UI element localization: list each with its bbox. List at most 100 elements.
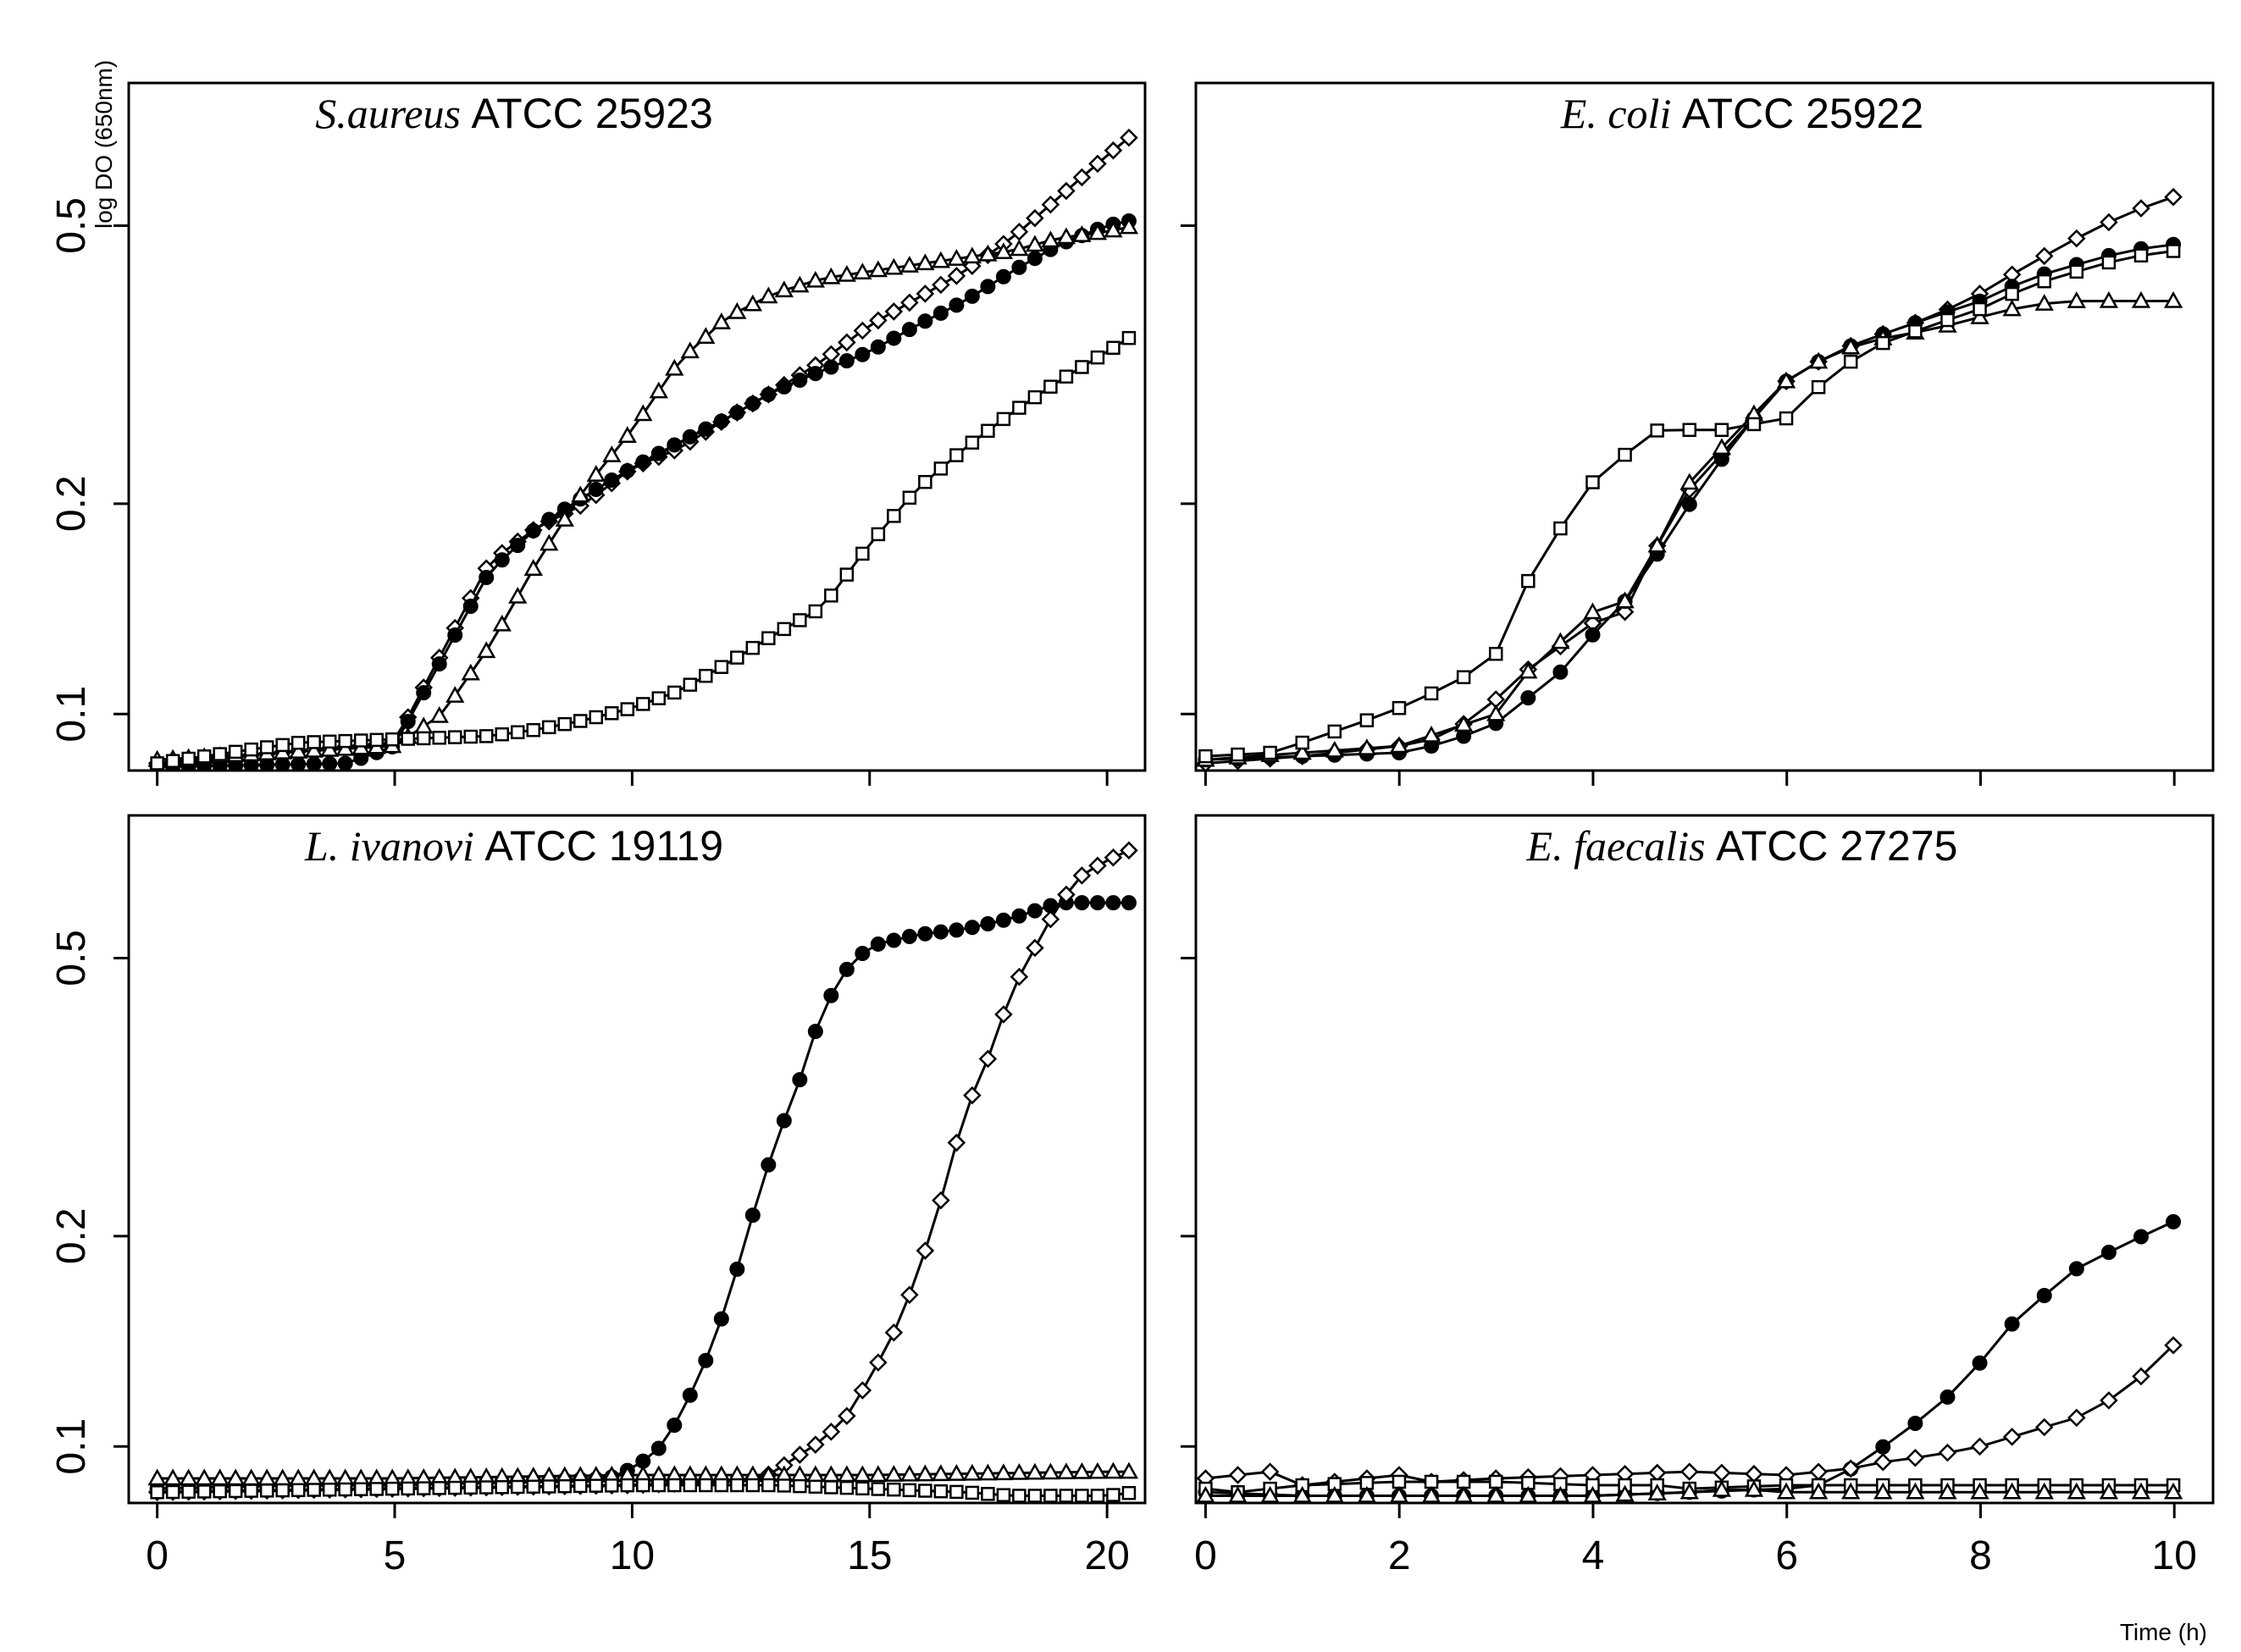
marker-triangle [1776, 1482, 1796, 1500]
marker-triangle [1421, 725, 1441, 743]
marker-triangle [540, 533, 559, 551]
marker-circle [776, 378, 792, 395]
marker-triangle [1010, 1463, 1029, 1480]
marker-diamond [869, 1353, 888, 1372]
marker-circle [650, 1440, 667, 1456]
marker-square [338, 1482, 352, 1497]
marker-circle [1875, 1439, 1891, 1455]
marker-square [338, 733, 352, 749]
marker-triangle [2131, 1482, 2151, 1500]
marker-triangle [492, 614, 512, 632]
marker-circle [823, 987, 839, 1003]
marker-circle [306, 756, 322, 771]
x-tick-label: 15 [847, 1533, 892, 1578]
marker-square [196, 1484, 212, 1499]
marker-triangle [680, 341, 700, 359]
marker-circle [949, 297, 965, 313]
marker-diamond [1104, 141, 1123, 160]
series-triangle [147, 1461, 1139, 1486]
series-diamond [147, 128, 1138, 771]
marker-triangle [822, 267, 841, 285]
marker-square [808, 604, 823, 619]
marker-square [322, 1483, 337, 1497]
marker-circle [886, 330, 902, 346]
marker-diamond [932, 275, 950, 295]
marker-circle [901, 929, 917, 945]
marker-triangle [884, 257, 904, 275]
marker-circle [932, 924, 949, 940]
marker-triangle [429, 705, 449, 723]
marker-square [714, 660, 729, 674]
marker-square [996, 1488, 1011, 1502]
marker-square [275, 1483, 290, 1498]
marker-triangle [993, 1463, 1014, 1481]
marker-triangle [1808, 351, 1829, 369]
marker-triangle [1970, 307, 1989, 324]
marker-square [259, 1483, 274, 1498]
marker-square [871, 1482, 886, 1496]
marker-triangle [696, 327, 716, 345]
marker-square [1231, 747, 1245, 762]
marker-triangle [931, 251, 951, 268]
marker-circle [932, 305, 949, 321]
marker-square [353, 1482, 368, 1496]
marker-square [1650, 423, 1664, 438]
marker-square [181, 1484, 196, 1499]
series-line [157, 848, 1130, 1494]
marker-diamond [869, 311, 888, 330]
marker-diamond [806, 1435, 825, 1454]
marker-circle [2100, 1244, 2116, 1260]
marker-triangle [2099, 1482, 2119, 1500]
marker-triangle [2067, 291, 2086, 308]
x-tick-label: 10 [2152, 1533, 2197, 1578]
x-tick-label: 20 [1084, 1533, 1129, 1578]
panel-title: E. faecalis ATCC 27275 [1526, 822, 1958, 870]
marker-diamond [1938, 1443, 1957, 1462]
x-tick-label: 5 [384, 1533, 407, 1578]
marker-triangle [1041, 1462, 1060, 1480]
marker-square [353, 733, 368, 748]
marker-triangle [195, 1468, 214, 1486]
marker-circle [290, 756, 307, 771]
marker-triangle [1486, 704, 1506, 721]
marker-square [416, 731, 431, 746]
series-diamond [1196, 1335, 2183, 1495]
series-line [157, 219, 1130, 769]
marker-circle [510, 538, 526, 554]
marker-circle [917, 313, 933, 329]
marker-square [1908, 324, 1923, 339]
marker-triangle [978, 1463, 998, 1481]
marker-triangle [1615, 1484, 1635, 1502]
marker-triangle [163, 1468, 183, 1486]
marker-triangle [602, 445, 622, 462]
marker-square [1424, 686, 1439, 701]
series-triangle [1196, 290, 2183, 767]
marker-triangle [1712, 438, 1731, 456]
series-filled-circle [1198, 1213, 2182, 1503]
marker-diamond [1041, 909, 1060, 929]
marker-square [1090, 1489, 1105, 1503]
marker-square [416, 1481, 431, 1495]
marker-diamond [2164, 187, 2183, 207]
marker-triangle [1357, 1485, 1377, 1503]
marker-square [259, 740, 274, 754]
marker-circle [322, 755, 338, 771]
marker-square [1059, 369, 1074, 384]
marker-triangle [1260, 1485, 1280, 1503]
marker-diamond [1104, 848, 1123, 867]
marker-triangle [1679, 1482, 1699, 1500]
marker-square [1876, 335, 1890, 351]
marker-triangle [1087, 223, 1108, 240]
marker-square [1488, 646, 1503, 661]
marker-circle [682, 1387, 698, 1403]
marker-square [730, 1478, 744, 1493]
marker-circle [541, 511, 557, 528]
marker-diamond [884, 302, 904, 321]
marker-triangle [837, 264, 856, 282]
panel-title-strain: ATCC 27275 [1716, 822, 1957, 870]
series-line [157, 225, 1130, 761]
marker-triangle [571, 485, 590, 503]
marker-circle [1011, 908, 1027, 924]
marker-square [933, 1483, 949, 1499]
marker-triangle [634, 404, 653, 422]
